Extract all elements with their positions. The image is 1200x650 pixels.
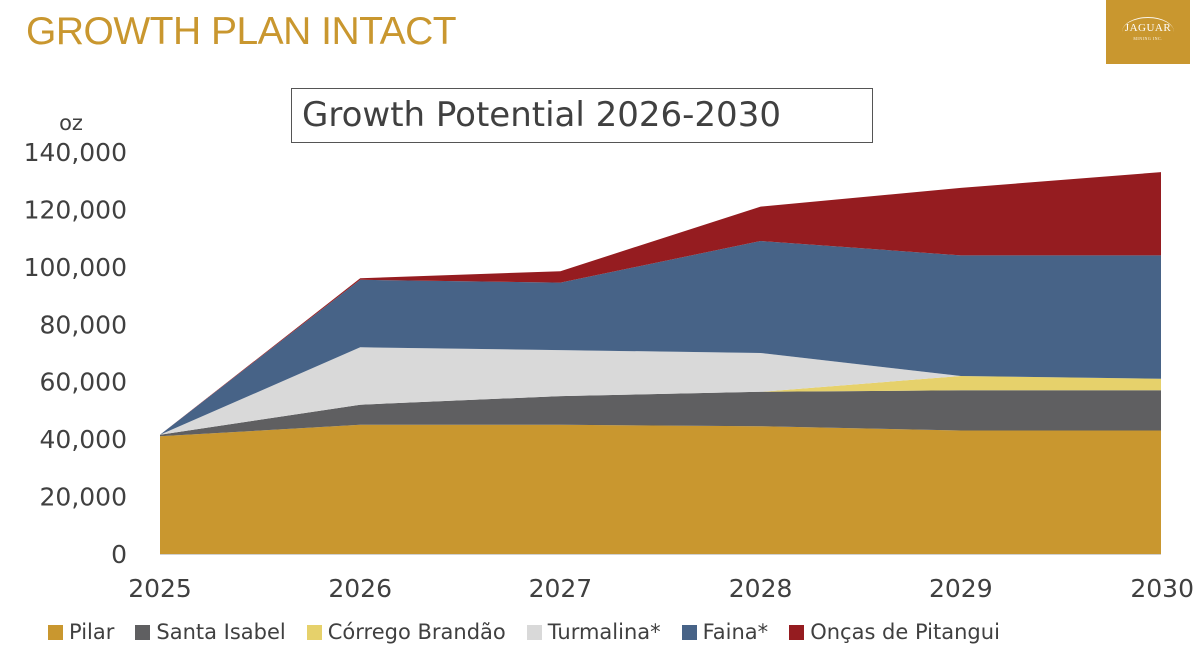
legend-swatch	[681, 624, 697, 640]
chart-legend: Pilar Santa Isabel Córrego Brandão Turmalin…	[48, 618, 1021, 646]
legend-item: Pilar	[48, 620, 114, 644]
legend-label: Córrego Brandão	[327, 620, 506, 644]
legend-label: Onças de Pitangui	[810, 620, 1000, 644]
area-series-0	[160, 424, 1161, 554]
x-tick-label: 2025	[128, 574, 192, 603]
logo-subtitle: MINING INC.	[1133, 36, 1163, 41]
legend-swatch	[306, 624, 322, 640]
area-series-1	[160, 390, 1161, 437]
legend-item: Onças de Pitangui	[789, 620, 1000, 644]
area-series-3	[160, 347, 1161, 435]
y-axis: oz 0 20,000 40,000 60,000 80,000 100,000 120,00…	[24, 111, 127, 569]
legend-item: Turmalina*	[526, 620, 661, 644]
logo-arc-icon	[1122, 17, 1174, 32]
x-tick-label: 2027	[529, 574, 593, 603]
legend-swatch	[526, 624, 542, 640]
area-series-4	[160, 241, 1161, 435]
legend-item: Córrego Brandão	[306, 620, 506, 644]
legend-label: Turmalina*	[547, 620, 661, 644]
y-tick-label: 20,000	[40, 483, 127, 512]
chart-title: Growth Potential 2026-2030	[291, 88, 873, 143]
legend-label: Pilar	[69, 620, 115, 644]
legend-swatch	[135, 624, 151, 640]
x-tick-label: 2029	[929, 574, 993, 603]
y-tick-label: 120,000	[24, 195, 127, 224]
x-tick-label: 2026	[328, 574, 392, 603]
legend-item: Santa Isabel	[135, 620, 286, 644]
slide-title: GROWTH PLAN INTACT	[26, 10, 457, 53]
legend-item: Faina*	[681, 620, 769, 644]
y-tick-label: 140,000	[24, 138, 127, 167]
legend-label: Faina*	[702, 620, 769, 644]
jaguar-logo: JAGUAR MINING INC.	[1106, 0, 1190, 64]
y-tick-label: 40,000	[40, 425, 127, 454]
y-tick-label: 80,000	[40, 310, 127, 339]
y-tick-label: 60,000	[40, 368, 127, 397]
chart-areas	[160, 172, 1161, 554]
legend-swatch	[789, 624, 805, 640]
logo-wordmark: JAGUAR	[1124, 22, 1172, 34]
legend-swatch	[48, 624, 63, 640]
area-series-5	[160, 172, 1161, 435]
y-tick-label: 100,000	[24, 253, 127, 282]
y-tick-label: 0	[111, 540, 127, 569]
area-series-2	[160, 376, 1161, 435]
legend-label: Santa Isabel	[156, 620, 286, 644]
y-axis-label: oz	[59, 111, 83, 135]
x-tick-label: 2028	[729, 574, 793, 603]
x-axis: 2025 2026 2027 2028 2029 2030	[128, 554, 1194, 603]
x-tick-label: 2030	[1130, 574, 1194, 603]
